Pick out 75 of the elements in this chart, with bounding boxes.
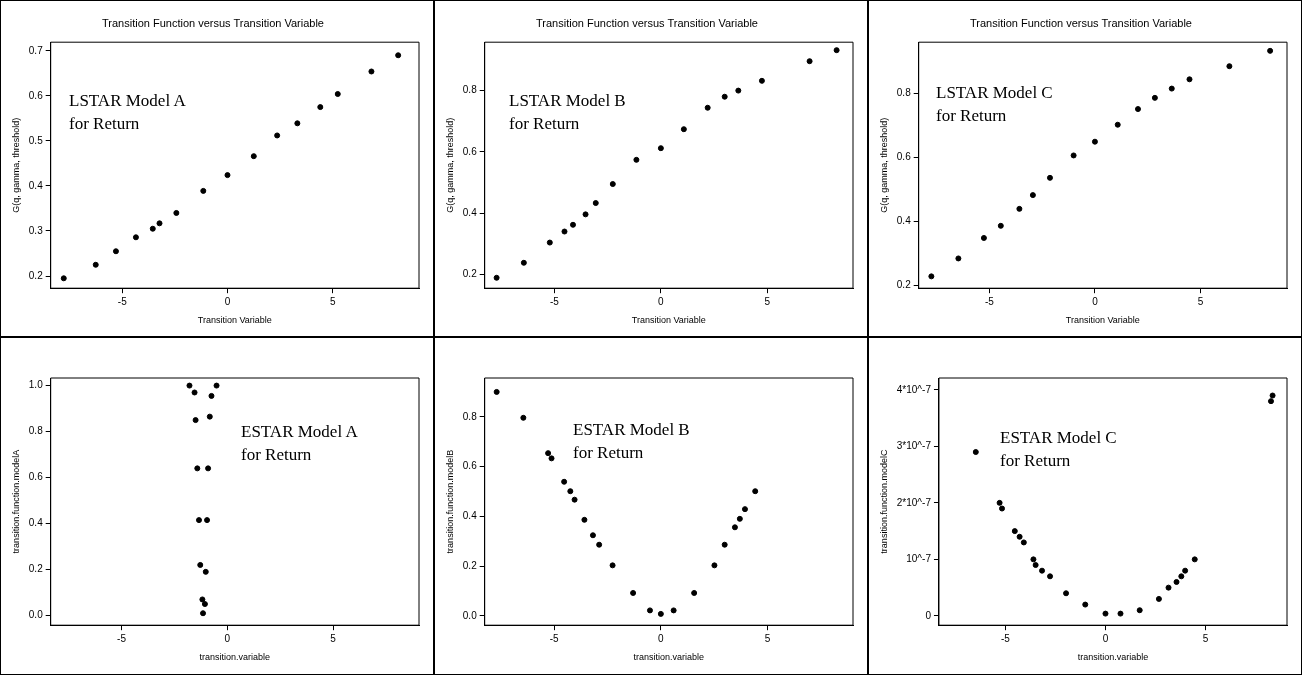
y-tick-label: 0.8 bbox=[896, 86, 912, 98]
y-tick-label: 0.6 bbox=[28, 471, 44, 483]
x-axis-title: Transition Variable bbox=[197, 315, 272, 326]
x-tick-label: 0 bbox=[224, 295, 231, 307]
y-tick-label: 0.2 bbox=[28, 269, 44, 281]
y-tick-label: 4*10^-7 bbox=[896, 383, 932, 395]
x-tick-label: 5 bbox=[764, 632, 771, 644]
x-tick-label: -5 bbox=[117, 295, 128, 307]
y-tick-label: 0.8 bbox=[28, 425, 44, 437]
y-tick-label: 0.4 bbox=[896, 214, 912, 226]
x-tick-label: 5 bbox=[329, 295, 336, 307]
annotation: for Return bbox=[509, 113, 581, 135]
x-axis-title: transition.variable bbox=[199, 652, 271, 663]
x-tick-label: -5 bbox=[550, 295, 560, 307]
y-axis-title: G(q, gamma, threshold) bbox=[444, 117, 455, 213]
x-tick-label: -5 bbox=[117, 632, 127, 644]
y-tick-label: 1.0 bbox=[28, 379, 44, 391]
annotation: for Return bbox=[241, 444, 313, 466]
annotation: for Return bbox=[1000, 450, 1072, 472]
x-tick-label: 5 bbox=[1202, 632, 1209, 644]
y-tick-label: 0.6 bbox=[28, 89, 44, 101]
y-tick-label: 0.6 bbox=[896, 150, 912, 162]
x-axis-title: Transition Variable bbox=[631, 315, 706, 326]
x-axis-title: Transition Variable bbox=[1065, 315, 1140, 326]
y-axis-title: transition.function.modelA bbox=[10, 449, 21, 554]
x-tick-label: -5 bbox=[549, 632, 559, 644]
y-axis-title: transition.function.modelC bbox=[878, 449, 889, 554]
x-axis-title: transition.variable bbox=[633, 652, 705, 663]
y-tick-label: 0.2 bbox=[462, 559, 478, 571]
annotation: LSTAR Model C bbox=[936, 82, 1053, 104]
annotation: for Return bbox=[573, 442, 645, 464]
x-tick-label: 5 bbox=[330, 632, 337, 644]
y-axis-title: G(q, gamma, threshold) bbox=[10, 117, 21, 213]
y-tick-label: 0.6 bbox=[462, 145, 478, 157]
annotation: for Return bbox=[936, 105, 1008, 127]
y-tick-label: 0.2 bbox=[28, 563, 44, 575]
annotation: LSTAR Model A bbox=[69, 90, 186, 112]
x-tick-label: 0 bbox=[658, 632, 665, 644]
annotation: ESTAR Model C bbox=[1000, 427, 1117, 449]
chart-title: Transition Function versus Transition Variable bbox=[102, 16, 324, 29]
chart-title: Transition Function versus Transition Variable bbox=[536, 16, 758, 29]
y-axis-title: G(q, gamma, threshold) bbox=[878, 117, 889, 213]
y-axis-title: transition.function.modelB bbox=[444, 449, 455, 554]
chart-title: Transition Function versus Transition Variable bbox=[970, 16, 1192, 29]
y-tick-label: 0.0 bbox=[28, 609, 44, 621]
annotation: ESTAR Model B bbox=[573, 419, 690, 441]
y-tick-label: 0.8 bbox=[462, 410, 478, 422]
annotation: ESTAR Model A bbox=[241, 421, 358, 443]
y-tick-label: 0.4 bbox=[28, 517, 44, 529]
x-tick-label: 5 bbox=[1197, 295, 1204, 307]
y-tick-label: 10^-7 bbox=[906, 553, 932, 565]
x-tick-label: 0 bbox=[224, 632, 231, 644]
y-tick-label: 0.7 bbox=[28, 44, 44, 56]
y-tick-label: 0.4 bbox=[462, 206, 478, 218]
y-tick-label: 0.2 bbox=[462, 268, 478, 280]
x-tick-label: 5 bbox=[764, 295, 771, 307]
y-tick-label: 0 bbox=[925, 609, 932, 621]
annotation: LSTAR Model B bbox=[509, 90, 626, 112]
y-tick-label: 3*10^-7 bbox=[896, 440, 932, 452]
y-tick-label: 0.4 bbox=[462, 510, 478, 522]
x-tick-label: 0 bbox=[658, 295, 665, 307]
y-tick-label: 2*10^-7 bbox=[896, 496, 932, 508]
annotation: for Return bbox=[69, 113, 141, 135]
y-tick-label: 0.3 bbox=[28, 224, 44, 236]
x-tick-label: -5 bbox=[1000, 632, 1011, 644]
y-tick-label: 0.8 bbox=[462, 84, 478, 96]
y-tick-label: 0.6 bbox=[462, 460, 478, 472]
x-tick-label: -5 bbox=[984, 295, 995, 307]
x-tick-label: 0 bbox=[1092, 295, 1099, 307]
y-tick-label: 0.4 bbox=[28, 179, 44, 191]
y-tick-label: 0.0 bbox=[462, 609, 478, 621]
x-axis-title: transition.variable bbox=[1077, 652, 1149, 663]
y-tick-label: 0.5 bbox=[28, 134, 44, 146]
y-tick-label: 0.2 bbox=[896, 278, 912, 290]
x-tick-label: 0 bbox=[1102, 632, 1109, 644]
